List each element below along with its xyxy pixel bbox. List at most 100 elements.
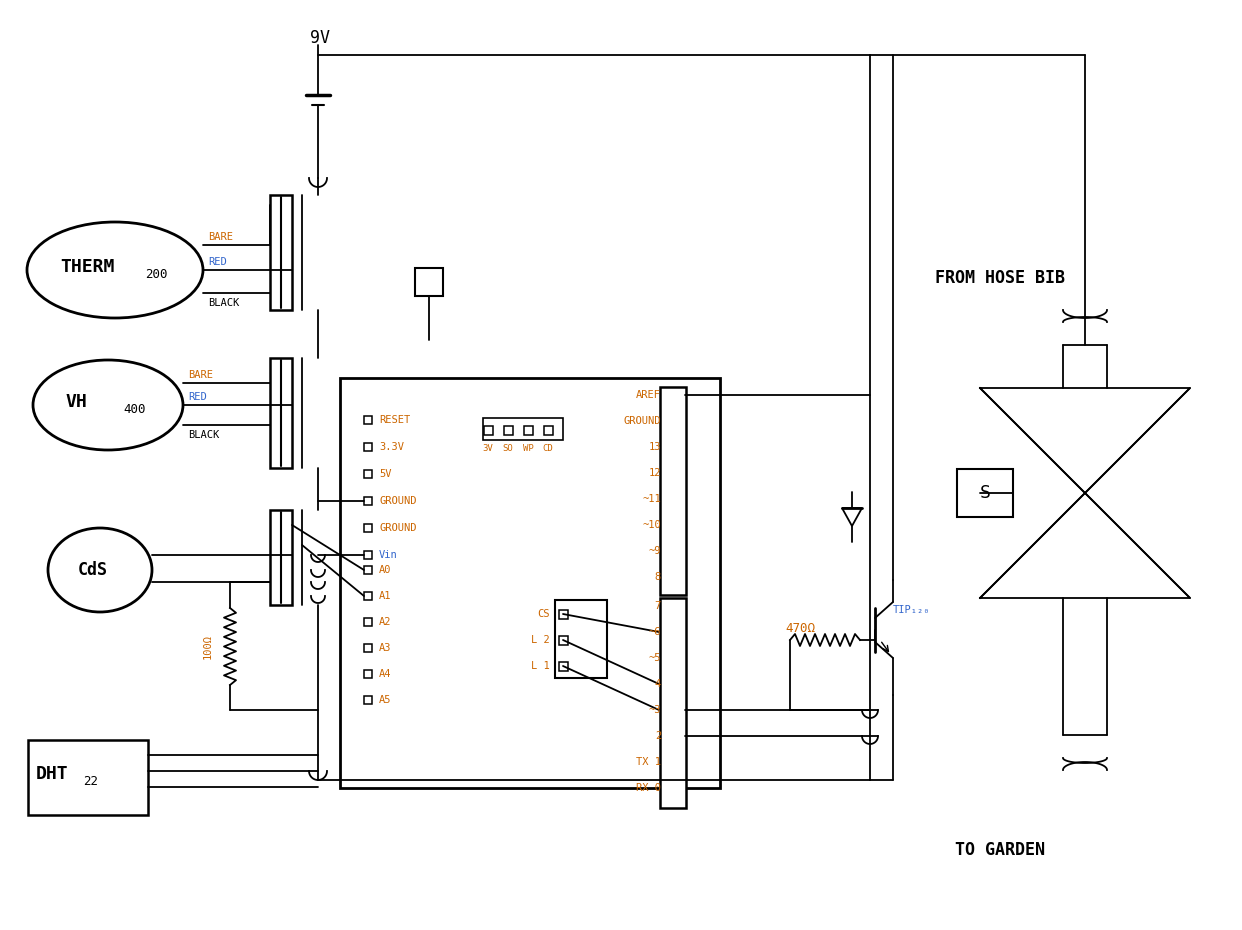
Bar — [559, 661, 568, 671]
Text: S: S — [980, 484, 990, 502]
Text: 200: 200 — [145, 268, 168, 281]
Text: Vin: Vin — [379, 550, 397, 560]
Bar — [364, 416, 373, 424]
Text: BLACK: BLACK — [207, 298, 240, 308]
Bar — [668, 521, 676, 529]
Text: 13: 13 — [648, 442, 661, 452]
Bar — [559, 635, 568, 644]
Text: 12: 12 — [648, 468, 661, 478]
Bar — [483, 418, 563, 440]
Text: A2: A2 — [379, 617, 391, 627]
Bar — [270, 195, 292, 310]
Bar — [29, 740, 148, 815]
Text: 8: 8 — [655, 572, 661, 582]
Text: FROM HOSE BIB: FROM HOSE BIB — [935, 269, 1064, 287]
Bar — [364, 443, 373, 451]
Bar — [364, 644, 373, 652]
Bar — [340, 378, 720, 788]
Text: GROUND: GROUND — [379, 523, 416, 533]
Bar — [364, 566, 373, 574]
Text: RED: RED — [188, 392, 206, 402]
Text: A4: A4 — [379, 669, 391, 679]
Text: CS: CS — [538, 609, 550, 619]
Text: A3: A3 — [379, 643, 391, 653]
Bar — [364, 497, 373, 505]
Bar — [668, 758, 676, 766]
Bar — [364, 618, 373, 626]
Bar — [364, 696, 373, 704]
Text: TX 1: TX 1 — [636, 757, 661, 767]
Text: GROUND: GROUND — [623, 416, 661, 426]
Bar — [523, 426, 533, 434]
Bar — [660, 387, 686, 595]
Bar — [364, 592, 373, 600]
Text: 3V: 3V — [483, 444, 493, 453]
Text: GROUND: GROUND — [379, 496, 416, 506]
Bar — [544, 426, 553, 434]
Text: SO: SO — [503, 444, 513, 453]
Bar — [668, 391, 676, 399]
Bar — [660, 598, 686, 808]
Bar — [668, 602, 676, 610]
Text: ~10: ~10 — [642, 520, 661, 530]
Text: 7: 7 — [655, 601, 661, 611]
Text: 470Ω: 470Ω — [785, 621, 815, 634]
Text: RED: RED — [207, 257, 227, 267]
Bar — [364, 551, 373, 559]
Bar — [668, 706, 676, 714]
Bar — [668, 732, 676, 740]
Bar — [668, 443, 676, 451]
Text: TIP₁₂₀: TIP₁₂₀ — [893, 605, 930, 615]
Text: 9V: 9V — [310, 29, 330, 47]
Text: THERM: THERM — [60, 258, 114, 276]
Bar — [503, 426, 513, 434]
Text: L 1: L 1 — [532, 661, 550, 671]
Text: 5V: 5V — [379, 469, 391, 479]
Bar — [483, 426, 493, 434]
Text: VH: VH — [66, 393, 88, 411]
Text: A1: A1 — [379, 591, 391, 601]
Bar — [668, 573, 676, 581]
Text: RESET: RESET — [379, 415, 410, 425]
Bar — [668, 469, 676, 477]
Text: BARE: BARE — [207, 232, 233, 242]
Text: 4: 4 — [655, 679, 661, 689]
Text: 100Ω: 100Ω — [202, 633, 212, 658]
Text: L 2: L 2 — [532, 635, 550, 645]
Text: CD: CD — [543, 444, 554, 453]
Text: RX 0: RX 0 — [636, 783, 661, 793]
Bar — [958, 469, 1013, 517]
Bar — [668, 417, 676, 425]
Text: ~6: ~6 — [648, 627, 661, 637]
Bar — [668, 680, 676, 688]
Text: BLACK: BLACK — [188, 430, 220, 440]
Bar — [364, 524, 373, 532]
Text: 2: 2 — [655, 731, 661, 741]
Text: ~9: ~9 — [648, 546, 661, 556]
Text: DHT: DHT — [36, 765, 68, 783]
Text: ~5: ~5 — [648, 653, 661, 663]
Bar — [559, 609, 568, 618]
Text: AREF: AREF — [636, 390, 661, 400]
Bar — [668, 628, 676, 636]
Bar — [668, 547, 676, 555]
Text: WP: WP — [523, 444, 533, 453]
Text: A5: A5 — [379, 695, 391, 705]
Text: 3.3V: 3.3V — [379, 442, 404, 452]
Bar — [364, 670, 373, 678]
Bar — [555, 600, 607, 678]
Bar — [364, 470, 373, 478]
Text: CdS: CdS — [78, 561, 108, 579]
Bar — [668, 654, 676, 662]
Text: BARE: BARE — [188, 370, 212, 380]
Text: A0: A0 — [379, 565, 391, 575]
Bar — [270, 510, 292, 605]
Text: 22: 22 — [83, 775, 98, 788]
Text: ~3: ~3 — [648, 705, 661, 715]
Text: 400: 400 — [123, 403, 145, 416]
Text: TO GARDEN: TO GARDEN — [955, 841, 1045, 859]
Text: ~11: ~11 — [642, 494, 661, 504]
Bar — [270, 358, 292, 468]
Bar — [668, 784, 676, 792]
Bar — [668, 495, 676, 503]
